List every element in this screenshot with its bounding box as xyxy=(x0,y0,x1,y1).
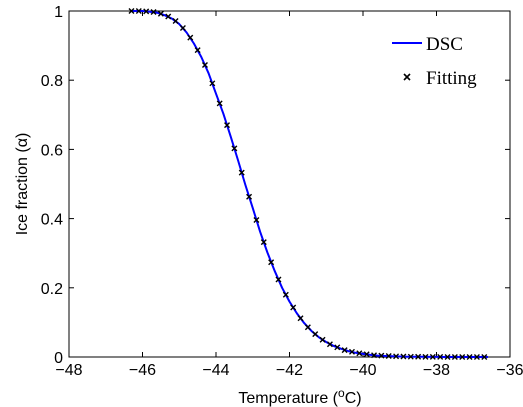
fitting-point xyxy=(378,352,385,359)
fitting-point xyxy=(209,80,216,87)
fitting-point xyxy=(407,353,414,360)
fitting-point xyxy=(224,122,231,129)
y-axis-label-close: ) xyxy=(14,133,31,138)
fitting-point xyxy=(297,315,304,322)
fitting-point xyxy=(466,354,473,360)
series-dsc-line xyxy=(131,10,488,358)
fitting-point xyxy=(187,34,194,41)
y-tick-label: 0 xyxy=(54,350,63,367)
fitting-point xyxy=(194,47,201,54)
x-tick-label: −36 xyxy=(496,362,523,379)
fitting-point xyxy=(371,352,378,359)
fitting-point xyxy=(304,324,311,331)
legend-fitting-label: Fitting xyxy=(426,68,477,89)
fitting-point xyxy=(348,348,355,355)
y-tick-label: 1 xyxy=(54,4,63,21)
fitting-point xyxy=(451,353,458,360)
fitting-point xyxy=(128,8,135,14)
legend-fitting-marker xyxy=(403,73,411,81)
fitting-point xyxy=(231,145,238,152)
y-axis-label-symbol: α xyxy=(14,138,31,147)
fitting-point xyxy=(201,61,208,68)
fitting-point xyxy=(356,350,363,357)
fitting-point xyxy=(150,9,157,16)
fitting-point xyxy=(179,24,186,31)
fitting-point xyxy=(319,336,326,343)
x-axis-label-text: Temperature ( xyxy=(238,390,338,407)
fitting-point xyxy=(429,353,436,360)
x-tick-label: −46 xyxy=(129,362,156,379)
fitting-point xyxy=(238,169,245,176)
series-layer xyxy=(128,8,488,360)
x-tick-label: −40 xyxy=(349,362,376,379)
fitting-point xyxy=(216,100,223,107)
legend-dsc-label: DSC xyxy=(426,34,463,55)
fitting-point xyxy=(385,352,392,359)
fitting-point xyxy=(422,353,429,360)
y-tick-label: 0.6 xyxy=(41,142,63,159)
fitting-point xyxy=(393,353,400,360)
x-tick-label: −44 xyxy=(202,362,229,379)
fitting-point xyxy=(290,304,297,311)
y-axis-label-text: Ice fraction ( xyxy=(14,147,31,236)
fitting-point xyxy=(165,13,172,20)
fitting-point xyxy=(157,10,164,17)
fitting-point xyxy=(400,353,407,360)
fitting-point xyxy=(253,216,260,223)
fitting-point xyxy=(481,354,488,360)
legend: DSC Fitting xyxy=(392,34,477,89)
fitting-point xyxy=(143,8,150,15)
fitting-point xyxy=(415,353,422,360)
fitting-point xyxy=(459,354,466,360)
x-axis-ticks: −48 −46 −44 −42 −40 −38 −36 xyxy=(55,11,523,379)
x-tick-label: −38 xyxy=(423,362,450,379)
y-axis-ticks: 0 0.2 0.4 0.6 0.8 1 xyxy=(41,4,510,367)
fitting-point xyxy=(312,331,319,338)
fitting-point xyxy=(268,259,275,266)
fitting-point xyxy=(135,8,142,14)
x-axis-label-unit: C) xyxy=(345,390,362,407)
fitting-point xyxy=(363,351,370,358)
fitting-point xyxy=(282,291,289,298)
fitting-point xyxy=(172,18,179,25)
y-tick-label: 0.2 xyxy=(41,281,63,298)
x-tick-label: −42 xyxy=(276,362,303,379)
fitting-point xyxy=(444,353,451,360)
plot-frame xyxy=(68,10,511,358)
fitting-point xyxy=(246,193,253,200)
x-axis-label-degree: o xyxy=(338,386,345,400)
x-tick-label: −48 xyxy=(55,362,82,379)
fitting-point xyxy=(275,276,282,283)
x-axis-label: Temperature (oC) xyxy=(238,386,361,407)
y-tick-label: 0.8 xyxy=(41,73,63,90)
fitting-point xyxy=(334,344,341,351)
fitting-point xyxy=(437,353,444,360)
fitting-point xyxy=(473,354,480,360)
y-tick-label: 0.4 xyxy=(41,212,63,229)
y-axis-label: Ice fraction (α) xyxy=(14,133,31,236)
fitting-point xyxy=(326,341,333,348)
fitting-point xyxy=(260,239,267,246)
fitting-point xyxy=(341,347,348,354)
